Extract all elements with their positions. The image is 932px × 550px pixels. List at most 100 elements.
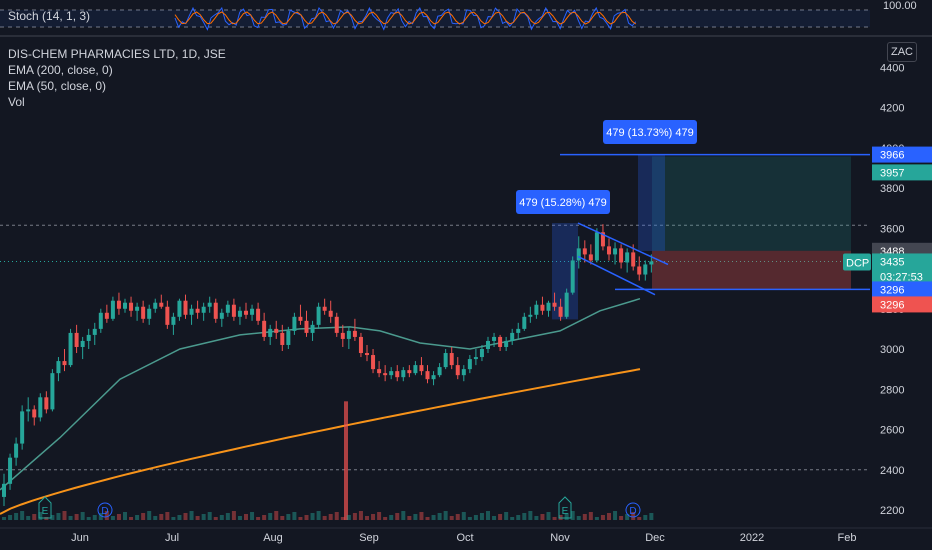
volume-bar: [14, 513, 19, 520]
candle-body: [86, 334, 91, 341]
symbol-tag: DCP: [846, 257, 869, 269]
event-marker-label: D: [101, 506, 108, 517]
x-tick-label: Jun: [71, 532, 89, 544]
candle-body: [492, 336, 497, 341]
volume-bar: [455, 514, 460, 520]
candle-body: [637, 266, 642, 275]
candle-body: [14, 443, 19, 458]
candle-body: [20, 411, 25, 444]
volume-bar: [637, 517, 642, 520]
ema50-legend[interactable]: EMA (50, close, 0): [8, 79, 107, 93]
volume-bar: [504, 512, 509, 520]
volume-bar: [310, 513, 315, 520]
x-tick-label: Sep: [359, 532, 379, 544]
candle-body: [588, 254, 593, 261]
volume-legend[interactable]: Vol: [8, 95, 25, 109]
volume-bar: [486, 511, 490, 520]
volume-bar: [419, 512, 424, 520]
candle-body: [135, 306, 140, 311]
y-tick-label: 2200: [880, 505, 904, 517]
candle-body: [340, 332, 345, 339]
ema200-legend[interactable]: EMA (200, close, 0): [8, 63, 113, 77]
volume-bar: [334, 512, 339, 520]
candle-body: [292, 316, 297, 331]
volume-bar: [431, 515, 436, 520]
volume-bar: [104, 511, 109, 520]
volume-bar: [643, 515, 648, 520]
volume-bar: [479, 513, 484, 520]
currency-button[interactable]: ZAC: [887, 42, 917, 62]
candle-body: [401, 370, 406, 378]
candle-body: [38, 397, 43, 418]
price-axis-label-bg: [872, 164, 932, 181]
candle-body: [419, 365, 424, 372]
volume-bar: [213, 517, 218, 520]
volume-spike: [344, 401, 348, 520]
price-axis-label: 3296: [880, 299, 904, 311]
volume-bar: [492, 516, 497, 520]
volume-bar: [237, 516, 242, 520]
event-marker-label: D: [629, 506, 636, 517]
candle-body: [322, 306, 327, 311]
volume-bar: [62, 511, 67, 520]
candle-body: [528, 314, 533, 317]
volume-bar: [498, 514, 503, 520]
x-tick-label: Nov: [550, 532, 570, 544]
volume-bar: [437, 513, 442, 520]
candle-body: [613, 248, 618, 255]
volume-bar: [564, 513, 569, 520]
candle-body: [479, 349, 484, 358]
volume-bar: [413, 514, 418, 520]
candle-body: [486, 340, 490, 349]
volume-bar: [613, 511, 618, 520]
volume-bar: [649, 513, 654, 520]
volume-bar: [74, 514, 79, 520]
volume-bar: [425, 517, 430, 520]
candle-body: [2, 483, 6, 497]
volume-bar: [98, 513, 103, 520]
candle-body: [50, 373, 55, 410]
y-tick-label: 4200: [880, 103, 904, 115]
volume-bar: [207, 512, 212, 520]
candle-body: [534, 304, 539, 315]
earnings-marker: [38, 496, 52, 519]
price-axis-label: 03:27:53: [880, 271, 923, 283]
candle-body: [461, 369, 466, 376]
symbol-title[interactable]: DIS-CHEM PHARMACIES LTD, 1D, JSE: [8, 47, 226, 61]
volume-bar: [540, 514, 545, 520]
volume-bar: [298, 517, 303, 520]
candle-body: [244, 310, 248, 315]
candle-body: [219, 312, 224, 319]
candle-body: [564, 292, 569, 317]
candle-body: [141, 306, 146, 319]
candle-body: [189, 308, 194, 315]
stoch-pane: [0, 0, 870, 34]
measure-label-box: [603, 120, 697, 144]
candle-body: [504, 340, 509, 347]
volume-bar: [582, 514, 587, 520]
candle-body: [129, 302, 134, 311]
candle-body: [171, 316, 176, 325]
candle-body: [201, 306, 206, 313]
volume-bar: [383, 517, 388, 520]
candle-body: [44, 397, 49, 410]
candle-body: [256, 308, 261, 321]
stoch-indicator-label[interactable]: Stoch (14, 1, 3): [8, 9, 91, 23]
volume-bar: [371, 514, 376, 520]
volume-bar: [2, 517, 6, 520]
volume-bar: [32, 514, 37, 520]
price-axis-label-bg: [872, 253, 932, 270]
volume-bar: [631, 512, 636, 520]
profit-zone: [652, 156, 851, 251]
volume-bar: [340, 517, 345, 520]
volume-bar: [26, 516, 31, 520]
volume-bar: [352, 513, 357, 520]
volume-bar: [594, 517, 599, 520]
candle-body: [346, 330, 351, 339]
volume-bar: [522, 513, 527, 520]
volume-bar: [38, 512, 43, 520]
channel-lower-line: [577, 255, 656, 296]
volume-bar: [619, 516, 624, 520]
price-axis-label: 3966: [880, 150, 904, 162]
